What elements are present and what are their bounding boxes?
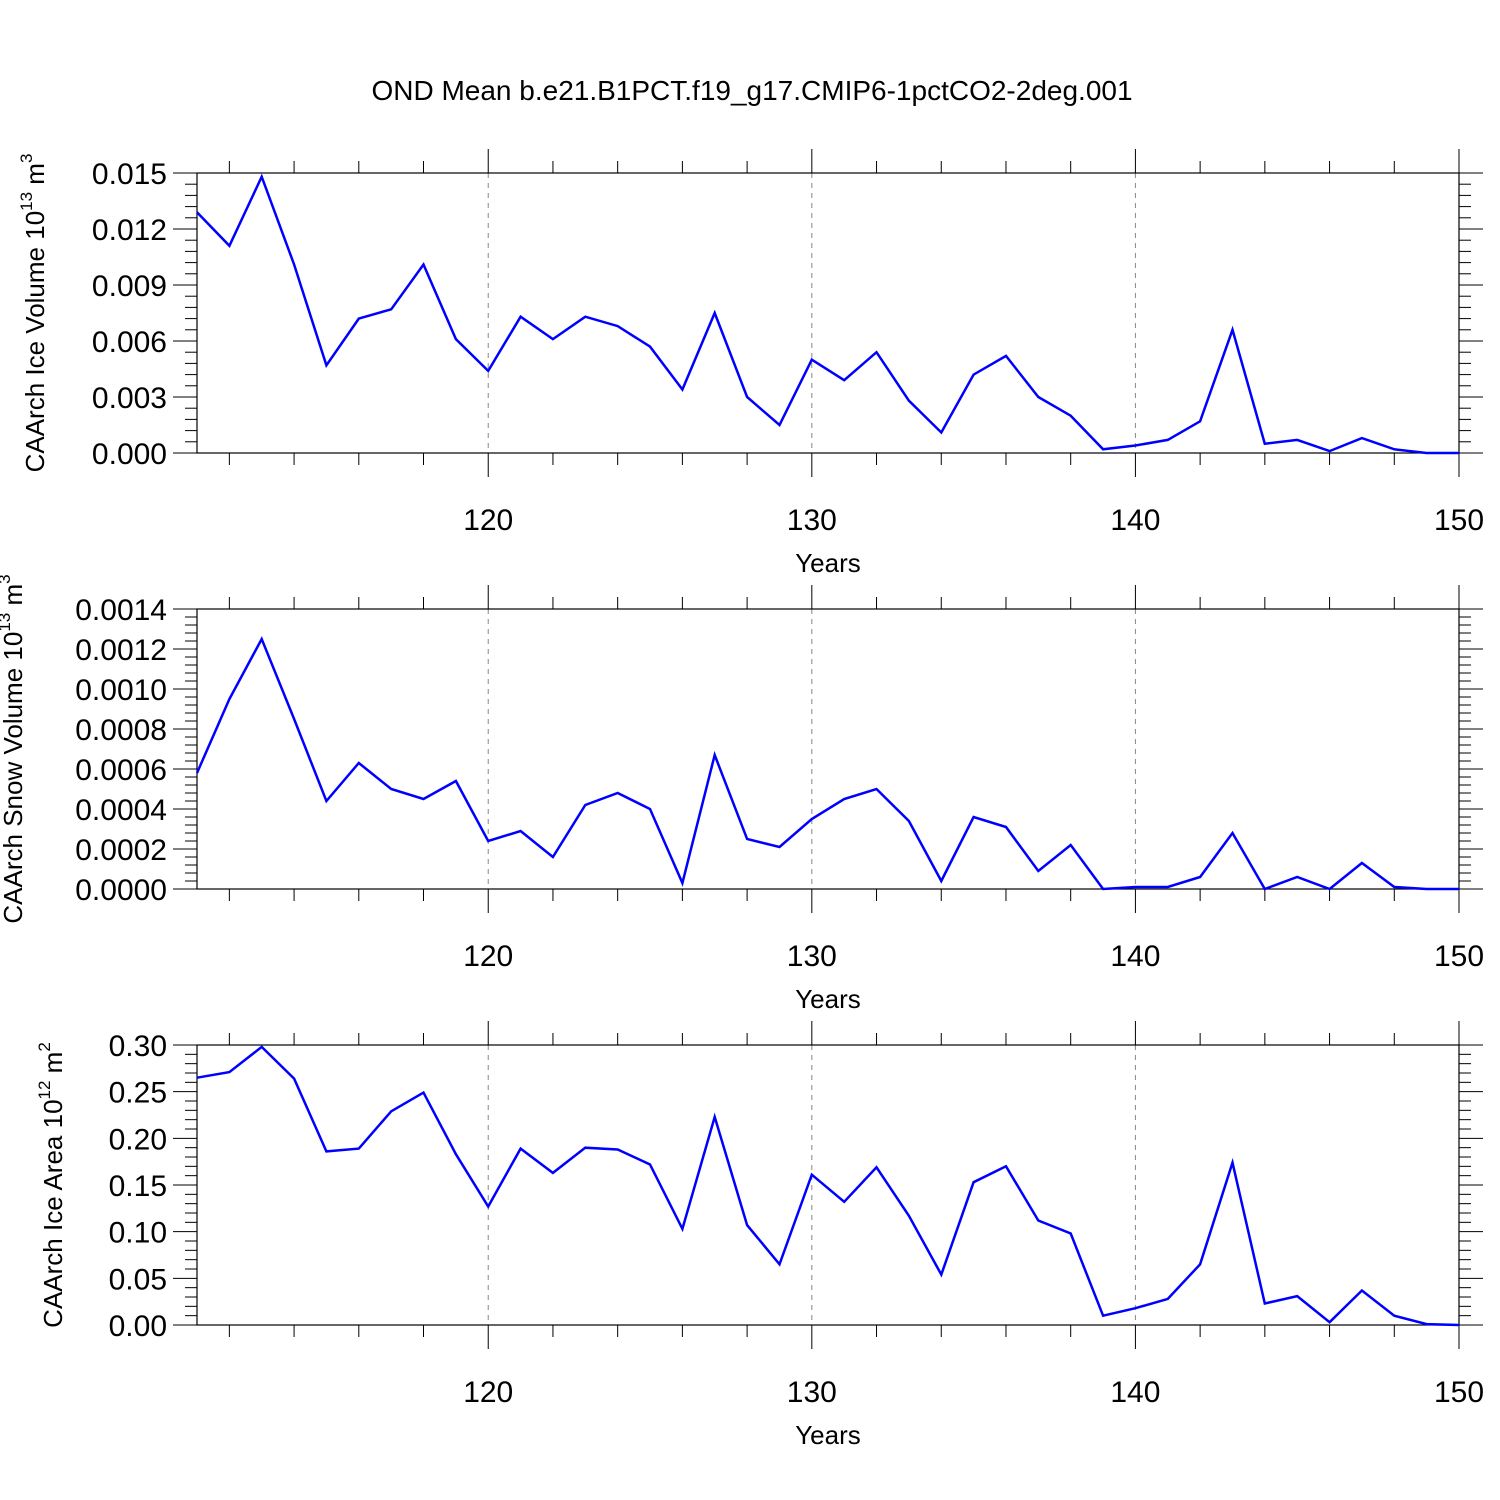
y-tick-label: 0.10 — [109, 1217, 167, 1250]
x-tick-label: 120 — [463, 504, 513, 537]
chart-panel-1: 0.000 0.003 0.006 0.009 0.012 0.015 120 130 140 1… — [17, 149, 1484, 578]
y-axis-label: CAArch Snow Volume 1013 m3 — [0, 574, 28, 923]
x-tick-label: 130 — [787, 940, 837, 973]
y-tick-label: 0.0000 — [75, 874, 167, 907]
plot-frame — [196, 172, 1460, 454]
y-tick-label: 0.003 — [92, 382, 167, 415]
chart-panel-2: 0.0000 0.0002 0.0004 0.0006 0.0008 0.0010 0.00… — [0, 574, 1484, 1014]
x-tick-label: 140 — [1110, 1376, 1160, 1409]
y-tick-label: 0.006 — [92, 326, 167, 359]
series-line — [196, 1045, 1460, 1327]
x-tick-label: 150 — [1434, 940, 1484, 973]
y-tick-label: 0.0004 — [75, 794, 167, 827]
y-tick-label: 0.0012 — [75, 634, 167, 667]
x-tick-label: 150 — [1434, 504, 1484, 537]
series-line — [195, 636, 1459, 891]
series-line — [196, 173, 1459, 455]
y-tick-label: 0.0014 — [75, 594, 167, 627]
y-tick-label: 0.05 — [109, 1263, 167, 1296]
chart-title: OND Mean b.e21.B1PCT.f19_g17.CMIP6-1pctC… — [371, 75, 1132, 106]
x-tick-label: 130 — [787, 504, 837, 537]
x-axis-label: Years — [795, 548, 861, 578]
y-tick-label: 0.0002 — [75, 834, 167, 867]
x-axis-label: Years — [795, 1420, 861, 1450]
y-axis-label: CAArch Ice Volume 1013 m3 — [17, 154, 50, 473]
y-tick-label: 0.15 — [109, 1170, 167, 1203]
x-axis-label: Years — [795, 984, 861, 1014]
chart-panel-3: 0.00 0.05 0.10 0.15 0.20 0.25 0.30 120 130 140 150… — [35, 1021, 1484, 1450]
plot-frame — [196, 608, 1460, 890]
y-tick-label: 0.015 — [92, 158, 167, 191]
x-tick-label: 120 — [463, 1376, 513, 1409]
y-axis-label: CAArch Ice Area 1012 m2 — [35, 1042, 68, 1328]
y-tick-label: 0.20 — [109, 1123, 167, 1156]
x-tick-label: 130 — [787, 1376, 837, 1409]
x-tick-label: 140 — [1110, 504, 1160, 537]
y-tick-label: 0.000 — [92, 438, 167, 471]
x-tick-label: 140 — [1110, 940, 1160, 973]
y-tick-label: 0.00 — [109, 1310, 167, 1343]
x-tick-label: 150 — [1434, 1376, 1484, 1409]
y-tick-label: 0.009 — [92, 270, 167, 303]
y-tick-label: 0.0010 — [75, 674, 167, 707]
y-tick-label: 0.0008 — [75, 714, 167, 747]
x-tick-label: 120 — [463, 940, 513, 973]
y-tick-label: 0.012 — [92, 214, 167, 247]
plot-frame — [196, 1044, 1460, 1326]
y-tick-label: 0.30 — [109, 1030, 167, 1063]
y-tick-label: 0.0006 — [75, 754, 167, 787]
y-tick-label: 0.25 — [109, 1077, 167, 1110]
